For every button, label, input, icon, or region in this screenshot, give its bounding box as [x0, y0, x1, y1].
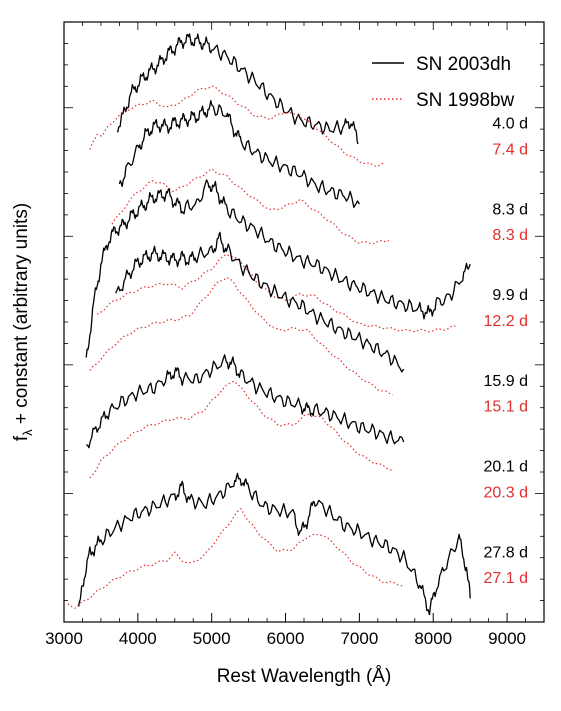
- legend: SN 2003dh SN 1998bw: [372, 54, 515, 111]
- legend-label-sn1998bw: SN 1998bw: [416, 90, 515, 111]
- series-layer: [67, 33, 471, 616]
- series-sn2003dh-201: [86, 354, 405, 449]
- epoch-label: 9.9 d: [492, 287, 528, 304]
- minor-ticks: [63, 22, 545, 622]
- x-tick-label: 8000: [414, 629, 452, 648]
- y-axis-ticks: [64, 21, 544, 623]
- epoch-label: 8.3 d: [492, 227, 528, 244]
- series-sn2003dh-99: [85, 179, 471, 358]
- series-sn1998bw-74: [89, 85, 386, 167]
- y-axis-label-sub: λ: [20, 429, 35, 436]
- epoch-label: 20.3 d: [484, 484, 528, 501]
- x-tick-label: 6000: [267, 629, 305, 648]
- x-tick-label: 7000: [340, 629, 378, 648]
- series-sn2003dh-40: [116, 33, 359, 145]
- series-sn1998bw-203: [89, 380, 393, 479]
- epoch-label: 12.2 d: [484, 313, 528, 330]
- x-tick-label: 3000: [45, 629, 83, 648]
- x-axis-ticks: 3000 4000 5000 6000 7000 8000 9000: [45, 613, 526, 648]
- series-sn2003dh-278: [78, 472, 471, 616]
- legend-label-sn2003dh: SN 2003dh: [416, 54, 511, 75]
- epoch-label: 4.0 d: [492, 116, 528, 133]
- epoch-labels: 4.0 d 7.4 d 8.3 d 8.3 d 9.9 d 12.2 d 15.9 d 15.…: [484, 116, 528, 587]
- epoch-label: 15.1 d: [484, 399, 528, 416]
- series-sn2003dh-83: [118, 99, 360, 209]
- series-sn2003dh-159: [115, 231, 405, 373]
- plot-frame: [63, 21, 545, 623]
- epoch-label: 7.4 d: [492, 141, 528, 158]
- epoch-label: 27.8 d: [484, 544, 528, 561]
- x-axis-label: Rest Wavelength (Å): [217, 666, 392, 687]
- epoch-label: 27.1 d: [484, 570, 528, 587]
- epoch-label: 20.1 d: [484, 459, 528, 476]
- y-axis-label-main: f: [11, 435, 32, 441]
- epoch-label: 8.3 d: [492, 201, 528, 218]
- y-axis-label-rest: + constant (arbitrary units): [11, 203, 32, 430]
- x-tick-label: 5000: [193, 629, 231, 648]
- series-sn1998bw-83: [111, 168, 390, 245]
- series-sn1998bw-151: [89, 276, 393, 396]
- x-tick-label: 4000: [119, 629, 157, 648]
- x-tick-label: 9000: [488, 629, 526, 648]
- epoch-label: 15.9 d: [484, 373, 528, 390]
- y-axis-label: fλ + constant (arbitrary units): [11, 203, 35, 441]
- series-sn1998bw-271: [67, 508, 404, 609]
